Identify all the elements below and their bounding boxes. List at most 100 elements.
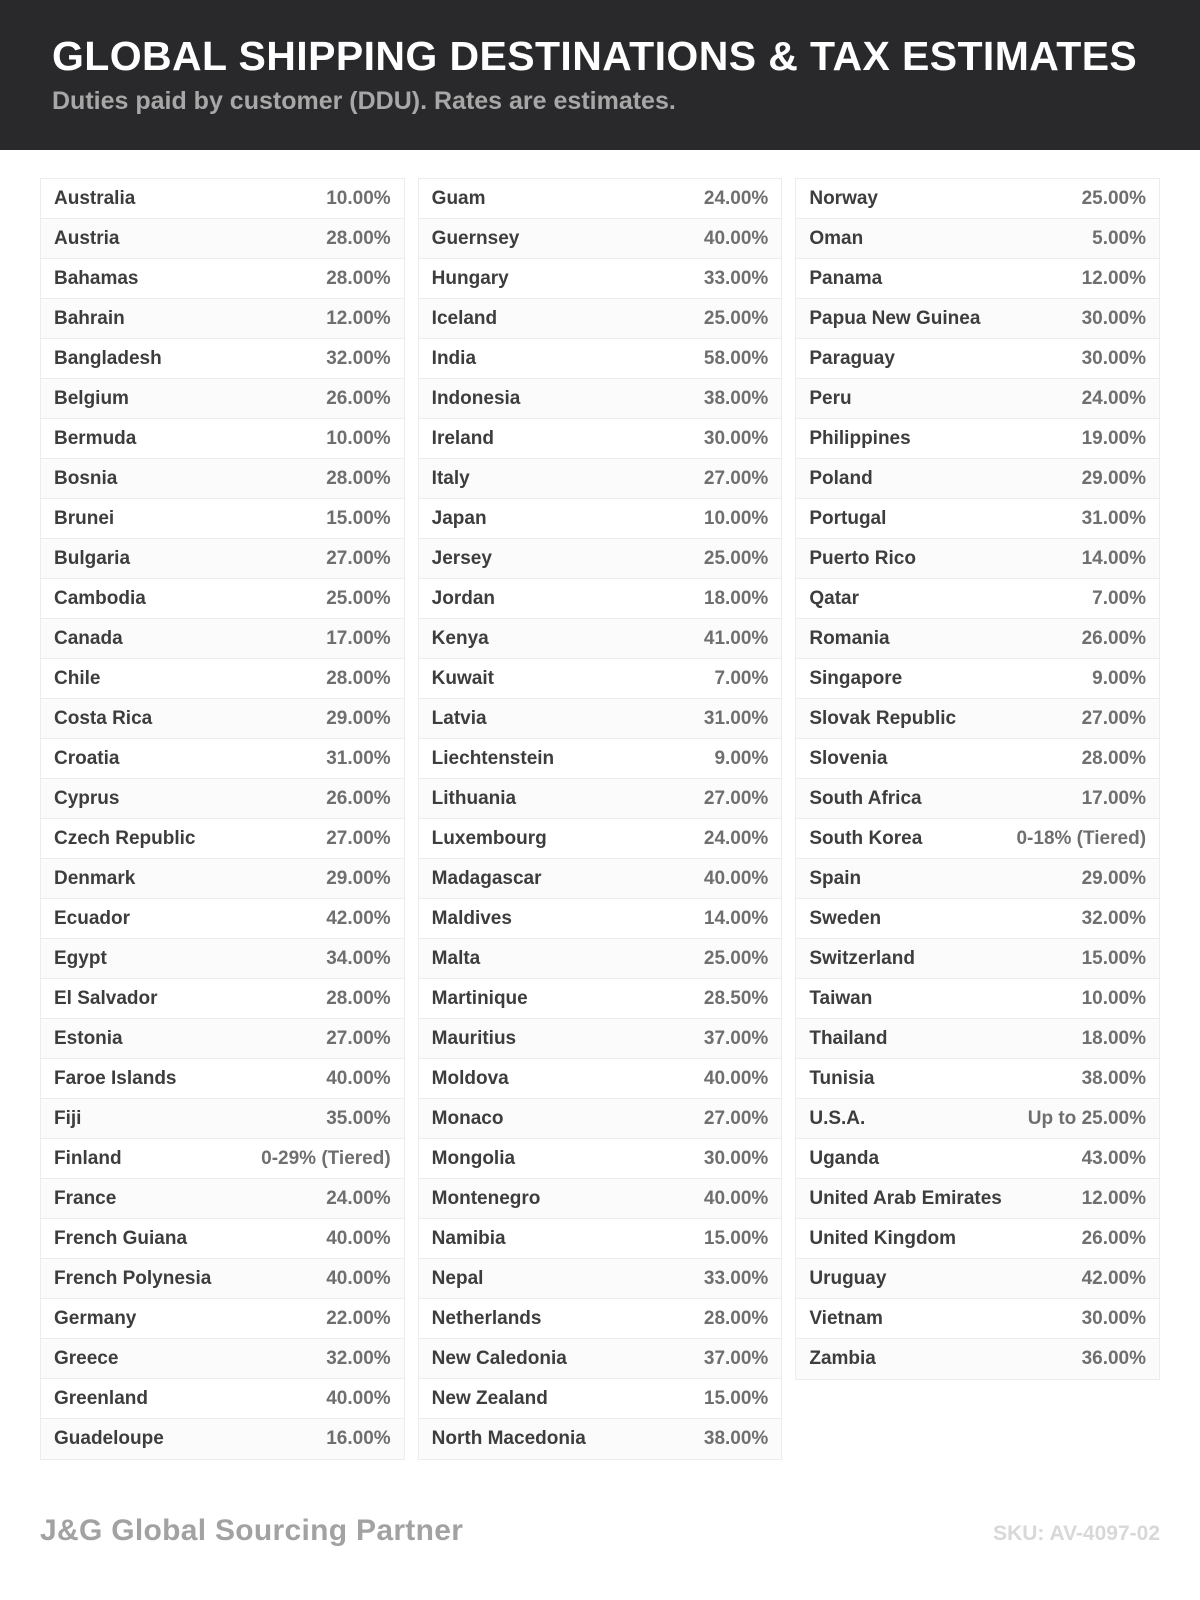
tax-rate: 27.00% [326,547,391,569]
country-name: Mongolia [431,1147,516,1169]
country-name: Thailand [809,1027,888,1049]
table-row: Bahrain 12.00% [41,299,404,339]
tax-rate: 25.00% [703,547,769,569]
table-row: Japan 10.00% [418,499,782,539]
tax-rate: 31.00% [703,707,769,729]
country-name: Ireland [431,427,494,449]
country-name: Cyprus [54,787,120,809]
tax-rate: 12.00% [1081,267,1147,289]
tax-rate: 14.00% [703,907,769,929]
country-name: Japan [431,507,487,529]
country-name: Martinique [431,987,528,1009]
tax-rate: 26.00% [326,787,391,809]
tax-rate: 25.00% [703,307,769,329]
country-name: Costa Rica [54,707,153,729]
shipping-rates-table: Australia 10.00% Austria 28.00% Bahamas 28.00… [40,178,1161,1460]
table-row: Maldives 14.00% [418,899,782,939]
country-name: French Guiana [54,1227,188,1249]
tax-rate: 28.00% [1081,747,1147,769]
country-name: Fiji [54,1107,82,1129]
table-row: Guadeloupe 16.00% [41,1419,404,1459]
country-name: Malta [431,947,481,969]
tax-rate: 37.00% [703,1027,769,1049]
country-name: Indonesia [431,387,521,409]
table-row: Latvia 31.00% [418,699,782,739]
tax-rate: 38.00% [703,387,769,409]
tax-rate: 40.00% [326,1227,391,1249]
country-name: French Polynesia [54,1267,212,1289]
country-name: United Arab Emirates [809,1187,1002,1209]
tax-rate: 31.00% [1081,507,1147,529]
table-row: South Korea 0-18% (Tiered) [796,819,1160,859]
tax-rate: 27.00% [326,827,391,849]
country-name: Portugal [809,507,887,529]
country-name: Slovenia [809,747,888,769]
country-name: Liechtenstein [431,747,555,769]
country-name: Germany [54,1307,137,1329]
table-row: Nepal 33.00% [418,1259,782,1299]
tax-rate: 15.00% [1081,947,1147,969]
tax-rate: 12.00% [326,307,391,329]
table-row: Puerto Rico 14.00% [796,539,1160,579]
tax-rate: 15.00% [326,507,391,529]
table-row: Kenya 41.00% [418,619,782,659]
tax-rate: 30.00% [703,1147,769,1169]
country-name: Guernsey [431,227,520,249]
country-name: Guam [431,187,486,209]
country-name: Nepal [431,1267,484,1289]
country-name: Bulgaria [54,547,131,569]
country-name: Kuwait [431,667,494,689]
table-row: Romania 26.00% [796,619,1160,659]
table-row: New Zealand 15.00% [418,1379,782,1419]
tax-rate: 10.00% [326,427,391,449]
country-name: Bahamas [54,267,139,289]
country-name: Uruguay [809,1267,887,1289]
tax-rate: 42.00% [1081,1267,1147,1289]
tax-rate: 17.00% [1081,787,1147,809]
tax-rate: 27.00% [326,1027,391,1049]
tax-rate: 35.00% [326,1107,391,1129]
page-header: GLOBAL SHIPPING DESTINATIONS & TAX ESTIM… [0,0,1200,150]
table-row: Estonia 27.00% [41,1019,404,1059]
tax-rate: 29.00% [326,867,391,889]
tax-rate: 28.00% [326,267,391,289]
tax-rate: 27.00% [703,787,769,809]
table-row: Jordan 18.00% [418,579,782,619]
country-name: North Macedonia [431,1428,586,1449]
country-name: Monaco [431,1107,504,1129]
table-row: Philippines 19.00% [796,419,1160,459]
table-row: Oman 5.00% [796,219,1160,259]
table-row: Mongolia 30.00% [418,1139,782,1179]
country-name: Kenya [431,627,489,649]
country-name: Latvia [431,707,487,729]
country-name: Canada [54,627,123,649]
table-row: Thailand 18.00% [796,1019,1160,1059]
table-row: Bosnia 28.00% [41,459,404,499]
table-row: U.S.A. Up to 25.00% [796,1099,1160,1139]
tax-rate: 9.00% [714,747,769,769]
country-name: Poland [809,467,873,489]
country-name: Maldives [431,907,512,929]
country-name: Finland [54,1147,122,1169]
table-row: Spain 29.00% [796,859,1160,899]
rates-column-1: Australia 10.00% Austria 28.00% Bahamas 28.00… [40,178,405,1460]
tax-rate: 25.00% [326,587,391,609]
country-name: Austria [54,227,120,249]
country-name: Montenegro [431,1187,541,1209]
country-name: Tunisia [809,1067,875,1089]
table-row: United Kingdom 26.00% [796,1219,1160,1259]
tax-rate: 29.00% [1081,467,1147,489]
table-row: Chile 28.00% [41,659,404,699]
table-row: Iceland 25.00% [418,299,782,339]
table-row: Czech Republic 27.00% [41,819,404,859]
tax-rate: 16.00% [326,1428,391,1449]
table-row: Luxembourg 24.00% [418,819,782,859]
table-row: Italy 27.00% [418,459,782,499]
country-name: Denmark [54,867,136,889]
tax-rate: 10.00% [703,507,769,529]
tax-rate: 40.00% [703,1187,769,1209]
country-name: Netherlands [431,1307,542,1329]
tax-rate: 19.00% [1081,427,1147,449]
tax-rate: 33.00% [703,267,769,289]
table-row: Tunisia 38.00% [796,1059,1160,1099]
